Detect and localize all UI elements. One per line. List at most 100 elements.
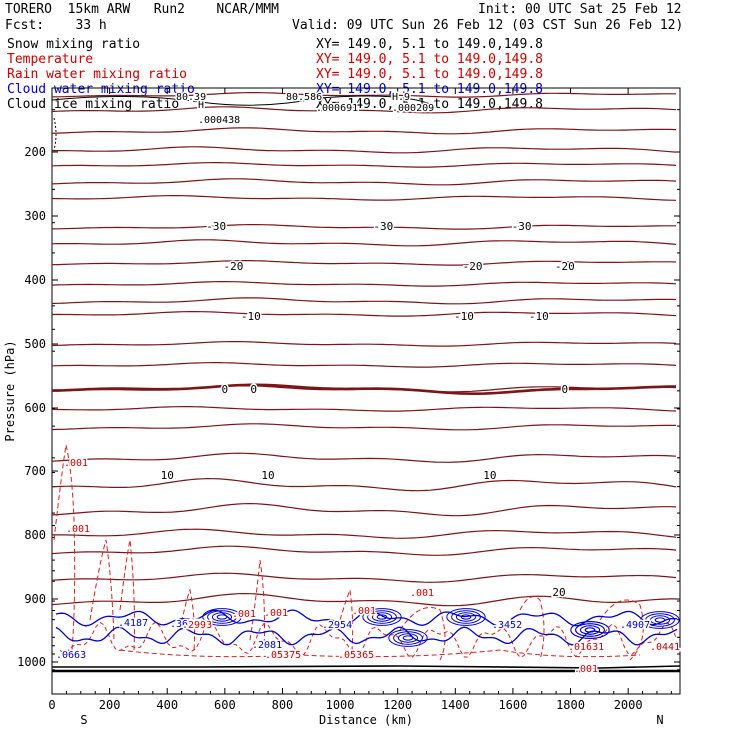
snow-contour: [53, 117, 57, 151]
x-tick-label: 1800: [556, 698, 585, 712]
cloud-water-cell: [207, 610, 237, 624]
min-max-label: 80.586: [286, 92, 322, 103]
cloud-water-cell: [393, 631, 423, 645]
isotherm-label: -10: [241, 310, 261, 323]
y-tick-label: 200: [24, 145, 46, 159]
x-tick-label: 1200: [383, 698, 412, 712]
cloud-ice-contour: [52, 95, 431, 106]
temperature-isotherm: [52, 224, 676, 230]
legend-xy: XY= 149.0, 5.1 to 149.0,149.8: [316, 52, 543, 67]
y-tick-label: 800: [24, 528, 46, 542]
rain-water-contour: [519, 596, 545, 661]
x-tick-label: 1000: [326, 698, 355, 712]
isotherm-label: -20: [463, 260, 483, 273]
min-max-label: .3695: [170, 619, 200, 630]
cloud-water-cell: [649, 615, 671, 625]
header-valid: Valid: 09 UTC Sun 26 Feb 12 (03 CST Sun …: [292, 18, 684, 33]
isotherm-label: -20: [224, 260, 244, 273]
x-tick-label: 0: [48, 698, 55, 712]
isotherm-label: 10: [161, 469, 174, 482]
min-max-label: .2954: [322, 620, 352, 631]
cloud-water-cell: [640, 611, 680, 629]
min-max-label: .05375: [265, 650, 301, 661]
min-max-label: .001: [64, 458, 88, 469]
temperature-isotherm: [52, 178, 677, 186]
rain-value-label: .001: [574, 664, 598, 675]
isotherm-zero: [52, 383, 676, 395]
legend-xy: XY= 149.0, 5.1 to 149.0,149.8: [316, 97, 543, 112]
x-axis-label: Distance (km): [319, 713, 413, 727]
min-max-label: .0663: [56, 650, 86, 661]
rain-value-label: .001: [264, 608, 288, 619]
temperature-isotherm: [52, 545, 677, 556]
contour-layer: [52, 92, 680, 673]
min-max-label: .01631: [568, 642, 604, 653]
temperature-isotherm: [52, 528, 677, 539]
end-label-north: N: [656, 713, 663, 727]
min-max-label: H: [198, 100, 204, 111]
temperature-isotherm: [52, 362, 677, 368]
min-max-label: .4907: [620, 620, 650, 631]
legend-label: Temperature: [7, 52, 93, 67]
isotherm-label: 20: [552, 586, 565, 599]
x-tick-label: 200: [99, 698, 121, 712]
legend-label: Snow mixing ratio: [7, 37, 140, 52]
header-model: TORERO 15km ARW Run2 NCAR/MMM: [5, 2, 279, 17]
legend-label: Cloud water mixing ratio: [7, 82, 195, 97]
temperature-isotherm: [52, 452, 677, 463]
isotherm-label: 10: [261, 469, 274, 482]
temperature-isotherm: [52, 477, 677, 492]
isotherm-label: -10: [529, 310, 549, 323]
x-tick-label: 1600: [498, 698, 527, 712]
x-tick-label: 800: [272, 698, 294, 712]
rain-value-label: .001: [352, 606, 376, 617]
cloud-water-cell: [654, 617, 666, 623]
plot-frame: [51, 87, 681, 695]
legend-label: Cloud ice mixing ratio: [7, 97, 179, 112]
y-tick-label: 500: [24, 337, 46, 351]
isotherm-label: 0: [222, 383, 229, 396]
min-max-label: .000691: [316, 103, 358, 114]
rain-value-label: .001: [410, 588, 434, 599]
temperature-isotherm: [52, 297, 677, 305]
cloud-water-cell: [645, 613, 675, 627]
surface-line: [52, 665, 680, 669]
cloud-water-cell: [455, 612, 477, 622]
cloud-water-cell: [376, 614, 388, 620]
rain-water-contour: [399, 607, 446, 661]
y-tick-label: 1000: [17, 655, 46, 669]
cloud-water-cell: [402, 635, 414, 641]
cloud-water-cell: [362, 608, 402, 626]
cloud-water-cell: [575, 623, 605, 637]
x-tick-label: 2000: [614, 698, 643, 712]
x-tick-label: 1400: [441, 698, 470, 712]
temperature-isotherm: [52, 423, 677, 431]
rain-water-contour: [89, 539, 115, 641]
rain-value-label: .001: [232, 609, 256, 620]
y-tick-label: 900: [24, 592, 46, 606]
temperature-isotherm: [52, 106, 677, 114]
min-max-label: .0441: [650, 642, 680, 653]
temperature-isotherm: [52, 127, 677, 135]
y-tick-label: 700: [24, 464, 46, 478]
temperature-isotherm: [52, 92, 676, 98]
header-init: Init: 00 UTC Sat 25 Feb 12: [478, 2, 682, 17]
isotherm-label: -30: [206, 220, 226, 233]
cloud-water-cell: [216, 614, 228, 620]
cloud-water-cell: [367, 610, 397, 624]
rain-water-contour: [249, 559, 265, 651]
y-axis-label: Pressure (hPa): [3, 340, 17, 441]
min-max-label: .2993: [182, 620, 212, 631]
x-tick-label: 600: [214, 698, 236, 712]
isotherm-label: -10: [454, 310, 474, 323]
isotherm-label: -30: [373, 220, 393, 233]
min-max-label: .000209: [392, 103, 434, 114]
y-tick-label: 400: [24, 273, 46, 287]
cloud-water-cell: [202, 608, 242, 626]
legend-xy: XY= 149.0, 5.1 to 149.0,149.8: [316, 37, 543, 52]
isotherm-label: -30: [512, 220, 532, 233]
cloud-water-cell: [397, 633, 419, 643]
temperature-isotherm: [52, 406, 677, 412]
isotherm-label: 0: [561, 383, 568, 396]
temperature-isotherm: [52, 311, 677, 317]
